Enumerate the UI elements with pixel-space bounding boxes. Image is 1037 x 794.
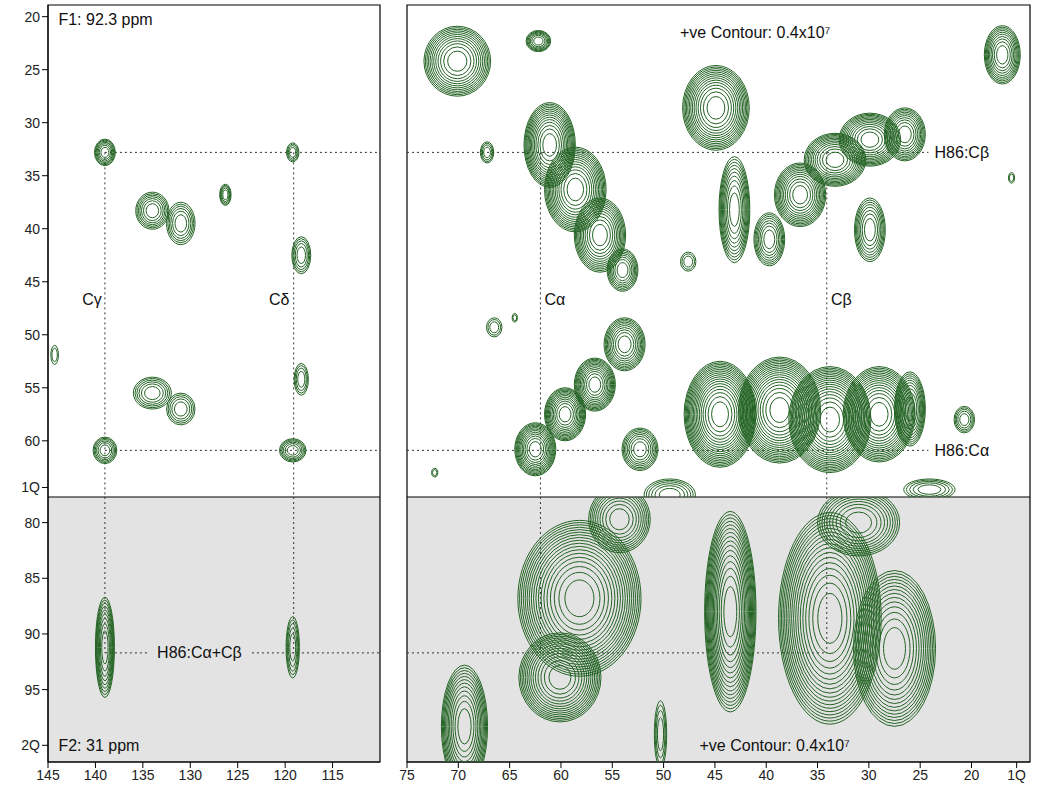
svg-text:115: 115 <box>321 767 344 783</box>
svg-text:1Q: 1Q <box>21 479 40 495</box>
svg-text:35: 35 <box>810 767 826 783</box>
svg-text:Cγ: Cγ <box>82 291 102 308</box>
svg-text:55: 55 <box>24 380 40 396</box>
svg-text:60: 60 <box>553 767 569 783</box>
svg-text:H86:Cβ: H86:Cβ <box>935 144 990 161</box>
svg-text:120: 120 <box>273 767 297 783</box>
svg-text:30: 30 <box>24 115 40 131</box>
svg-text:60: 60 <box>24 433 40 449</box>
svg-text:80: 80 <box>24 515 40 531</box>
svg-text:85: 85 <box>24 570 40 586</box>
svg-text:145: 145 <box>36 767 60 783</box>
svg-text:1Q: 1Q <box>1007 767 1026 783</box>
svg-text:130: 130 <box>179 767 203 783</box>
svg-text:90: 90 <box>24 626 40 642</box>
svg-text:50: 50 <box>24 327 40 343</box>
svg-text:H86:Cα: H86:Cα <box>935 442 990 459</box>
svg-text:+ve Contour: 0.4x10⁷: +ve Contour: 0.4x10⁷ <box>700 737 851 754</box>
svg-text:45: 45 <box>24 274 40 290</box>
svg-text:55: 55 <box>604 767 620 783</box>
svg-text:Cα: Cα <box>545 291 566 308</box>
svg-text:40: 40 <box>24 221 40 237</box>
svg-text:20: 20 <box>964 767 980 783</box>
svg-text:40: 40 <box>758 767 774 783</box>
svg-text:Cδ: Cδ <box>269 291 290 308</box>
svg-text:20: 20 <box>24 9 40 25</box>
svg-text:+ve Contour: 0.4x10⁷: +ve Contour: 0.4x10⁷ <box>680 24 831 41</box>
svg-text:25: 25 <box>24 62 40 78</box>
svg-text:30: 30 <box>861 767 877 783</box>
svg-text:140: 140 <box>84 767 108 783</box>
svg-text:35: 35 <box>24 168 40 184</box>
svg-text:50: 50 <box>656 767 672 783</box>
svg-text:Cβ: Cβ <box>831 291 852 308</box>
svg-text:70: 70 <box>451 767 467 783</box>
svg-text:45: 45 <box>707 767 723 783</box>
svg-text:65: 65 <box>502 767 518 783</box>
svg-text:75: 75 <box>399 767 415 783</box>
svg-text:125: 125 <box>226 767 250 783</box>
svg-text:H86:Cα+Cβ: H86:Cα+Cβ <box>157 644 242 661</box>
svg-text:F2: 31 ppm: F2: 31 ppm <box>58 737 139 754</box>
svg-text:25: 25 <box>912 767 928 783</box>
svg-text:135: 135 <box>131 767 155 783</box>
svg-text:95: 95 <box>24 682 40 698</box>
svg-text:F1: 92.3 ppm: F1: 92.3 ppm <box>58 11 152 28</box>
svg-text:2Q: 2Q <box>21 737 40 753</box>
